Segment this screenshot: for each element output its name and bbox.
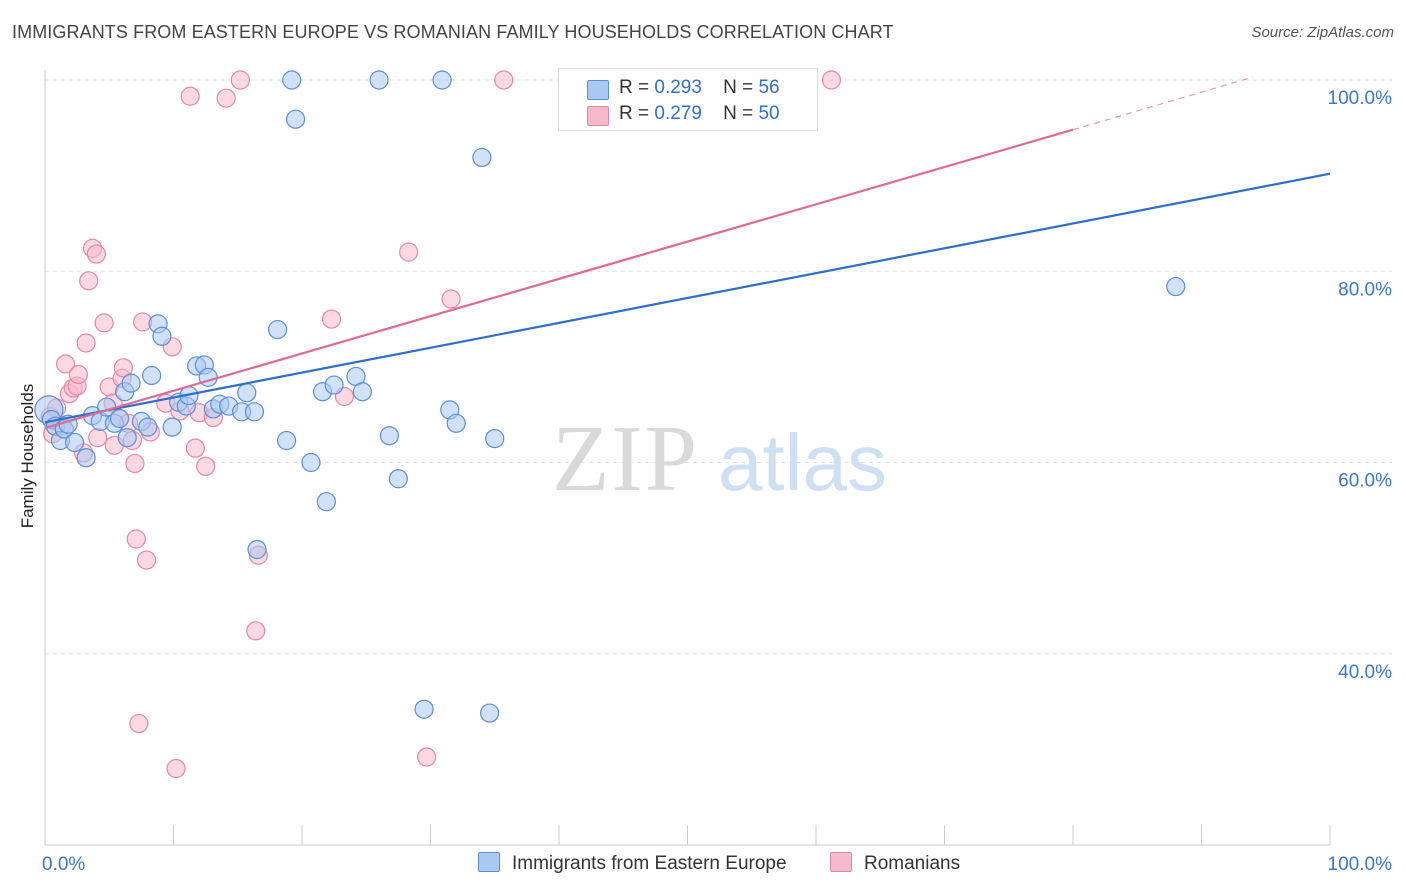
data-point-eastern-europe <box>198 367 218 387</box>
legend-r-label: R = <box>619 103 650 124</box>
data-point-eastern-europe <box>142 365 162 386</box>
data-point-eastern-europe <box>446 413 466 433</box>
legend-r-value: 0.293 <box>654 77 702 98</box>
legend-n-value: 56 <box>758 77 780 98</box>
data-point-romanians <box>321 309 342 329</box>
trend-line-romanians <box>44 128 1074 430</box>
data-point-romanians <box>94 313 114 333</box>
y-tick-label: 100.0% <box>1328 88 1393 109</box>
trend-line-eastern-europe <box>44 172 1331 424</box>
data-point-eastern-europe <box>152 326 172 346</box>
legend-n-label: N = <box>723 77 754 98</box>
data-point-eastern-europe <box>267 319 288 340</box>
data-point-eastern-europe <box>237 383 257 403</box>
series-eastern-europe <box>34 70 1186 723</box>
data-point-eastern-europe <box>244 402 265 422</box>
x-tick-label: 100.0% <box>1328 854 1393 875</box>
data-point-romanians <box>246 621 266 641</box>
data-point-romanians <box>230 70 250 90</box>
data-point-romanians <box>166 758 186 779</box>
watermark: ZIP atlas <box>552 407 887 511</box>
axes <box>44 70 1331 846</box>
y-tick-label: 40.0% <box>1338 662 1392 683</box>
series-legend-swatch-blue <box>478 852 500 872</box>
watermark-atlas: atlas <box>718 418 887 507</box>
data-point-eastern-europe <box>276 430 297 451</box>
x-tick-label: 0.0% <box>42 854 85 875</box>
watermark-zip: ZIP <box>552 407 699 511</box>
data-point-romanians <box>399 242 419 262</box>
data-point-romanians <box>79 271 99 291</box>
data-point-eastern-europe <box>285 109 306 129</box>
data-point-romanians <box>136 550 157 570</box>
data-point-eastern-europe <box>472 147 492 168</box>
y-axis-label: Family Households <box>18 383 37 529</box>
data-point-romanians <box>180 86 200 106</box>
data-point-romanians <box>216 88 236 108</box>
legend-swatch-blue <box>587 80 609 100</box>
tick-labels: 40.0% 60.0% 80.0% 100.0% 0.0% 100.0% <box>42 88 1392 875</box>
data-point-romanians <box>196 456 216 476</box>
data-point-eastern-europe <box>480 703 500 723</box>
data-point-eastern-europe <box>316 492 337 512</box>
legend-r-value: 0.279 <box>654 103 702 124</box>
data-point-eastern-europe <box>352 382 372 402</box>
gridlines <box>45 79 1392 655</box>
data-point-romanians <box>55 354 76 374</box>
data-point-romanians <box>494 70 514 90</box>
data-point-romanians <box>68 364 89 385</box>
data-point-eastern-europe <box>1166 276 1186 297</box>
data-point-eastern-europe <box>247 539 267 560</box>
data-point-eastern-europe <box>64 432 85 453</box>
data-point-romanians <box>126 529 146 549</box>
data-point-eastern-europe <box>432 70 452 90</box>
data-point-eastern-europe <box>109 408 130 429</box>
data-point-eastern-europe <box>76 448 96 468</box>
series-legend-romanians: Romanians <box>830 852 960 875</box>
series-legend-label: Romanians <box>864 853 961 874</box>
series-legend-eastern-europe: Immigrants from Eastern Europe <box>478 852 787 875</box>
data-point-romanians <box>185 438 205 458</box>
data-point-eastern-europe <box>388 469 408 489</box>
y-tick-label: 60.0% <box>1338 471 1392 492</box>
data-point-eastern-europe <box>138 417 158 437</box>
data-point-romanians <box>129 713 149 734</box>
data-point-romanians <box>125 453 145 474</box>
legend-r-label: R = <box>619 77 650 98</box>
data-point-romanians <box>821 70 842 90</box>
data-point-eastern-europe <box>485 428 505 449</box>
data-point-eastern-europe <box>379 426 399 446</box>
legend-n-label: N = <box>723 103 754 124</box>
data-point-eastern-europe <box>301 452 321 473</box>
data-point-eastern-europe <box>117 428 137 448</box>
data-point-eastern-europe <box>282 70 302 90</box>
trend-line-romanians-extension <box>1072 76 1254 131</box>
data-point-eastern-europe <box>324 375 344 395</box>
series-legend-label: Immigrants from Eastern Europe <box>512 853 787 874</box>
data-point-eastern-europe <box>121 373 141 393</box>
series-legend-swatch-pink <box>830 852 852 872</box>
legend-n-value: 50 <box>758 103 780 124</box>
data-point-romanians <box>417 747 437 767</box>
data-point-romanians <box>76 333 96 353</box>
data-point-romanians <box>88 428 108 448</box>
source-label: Source: ZipAtlas.com <box>1251 24 1394 41</box>
data-point-eastern-europe <box>414 699 434 719</box>
chart-title: IMMIGRANTS FROM EASTERN EUROPE VS ROMANI… <box>12 22 894 42</box>
data-point-eastern-europe <box>369 70 389 90</box>
data-point-romanians <box>86 244 107 264</box>
legend-swatch-pink <box>587 106 609 126</box>
trend-lines <box>44 76 1331 430</box>
data-point-eastern-europe <box>162 417 182 437</box>
data-point-romanians <box>441 289 461 309</box>
y-tick-label: 80.0% <box>1338 279 1392 300</box>
data-point-romanians <box>113 358 133 378</box>
correlation-legend: R = 0.293 N = 56 R = 0.279 N = 50 <box>558 68 818 131</box>
